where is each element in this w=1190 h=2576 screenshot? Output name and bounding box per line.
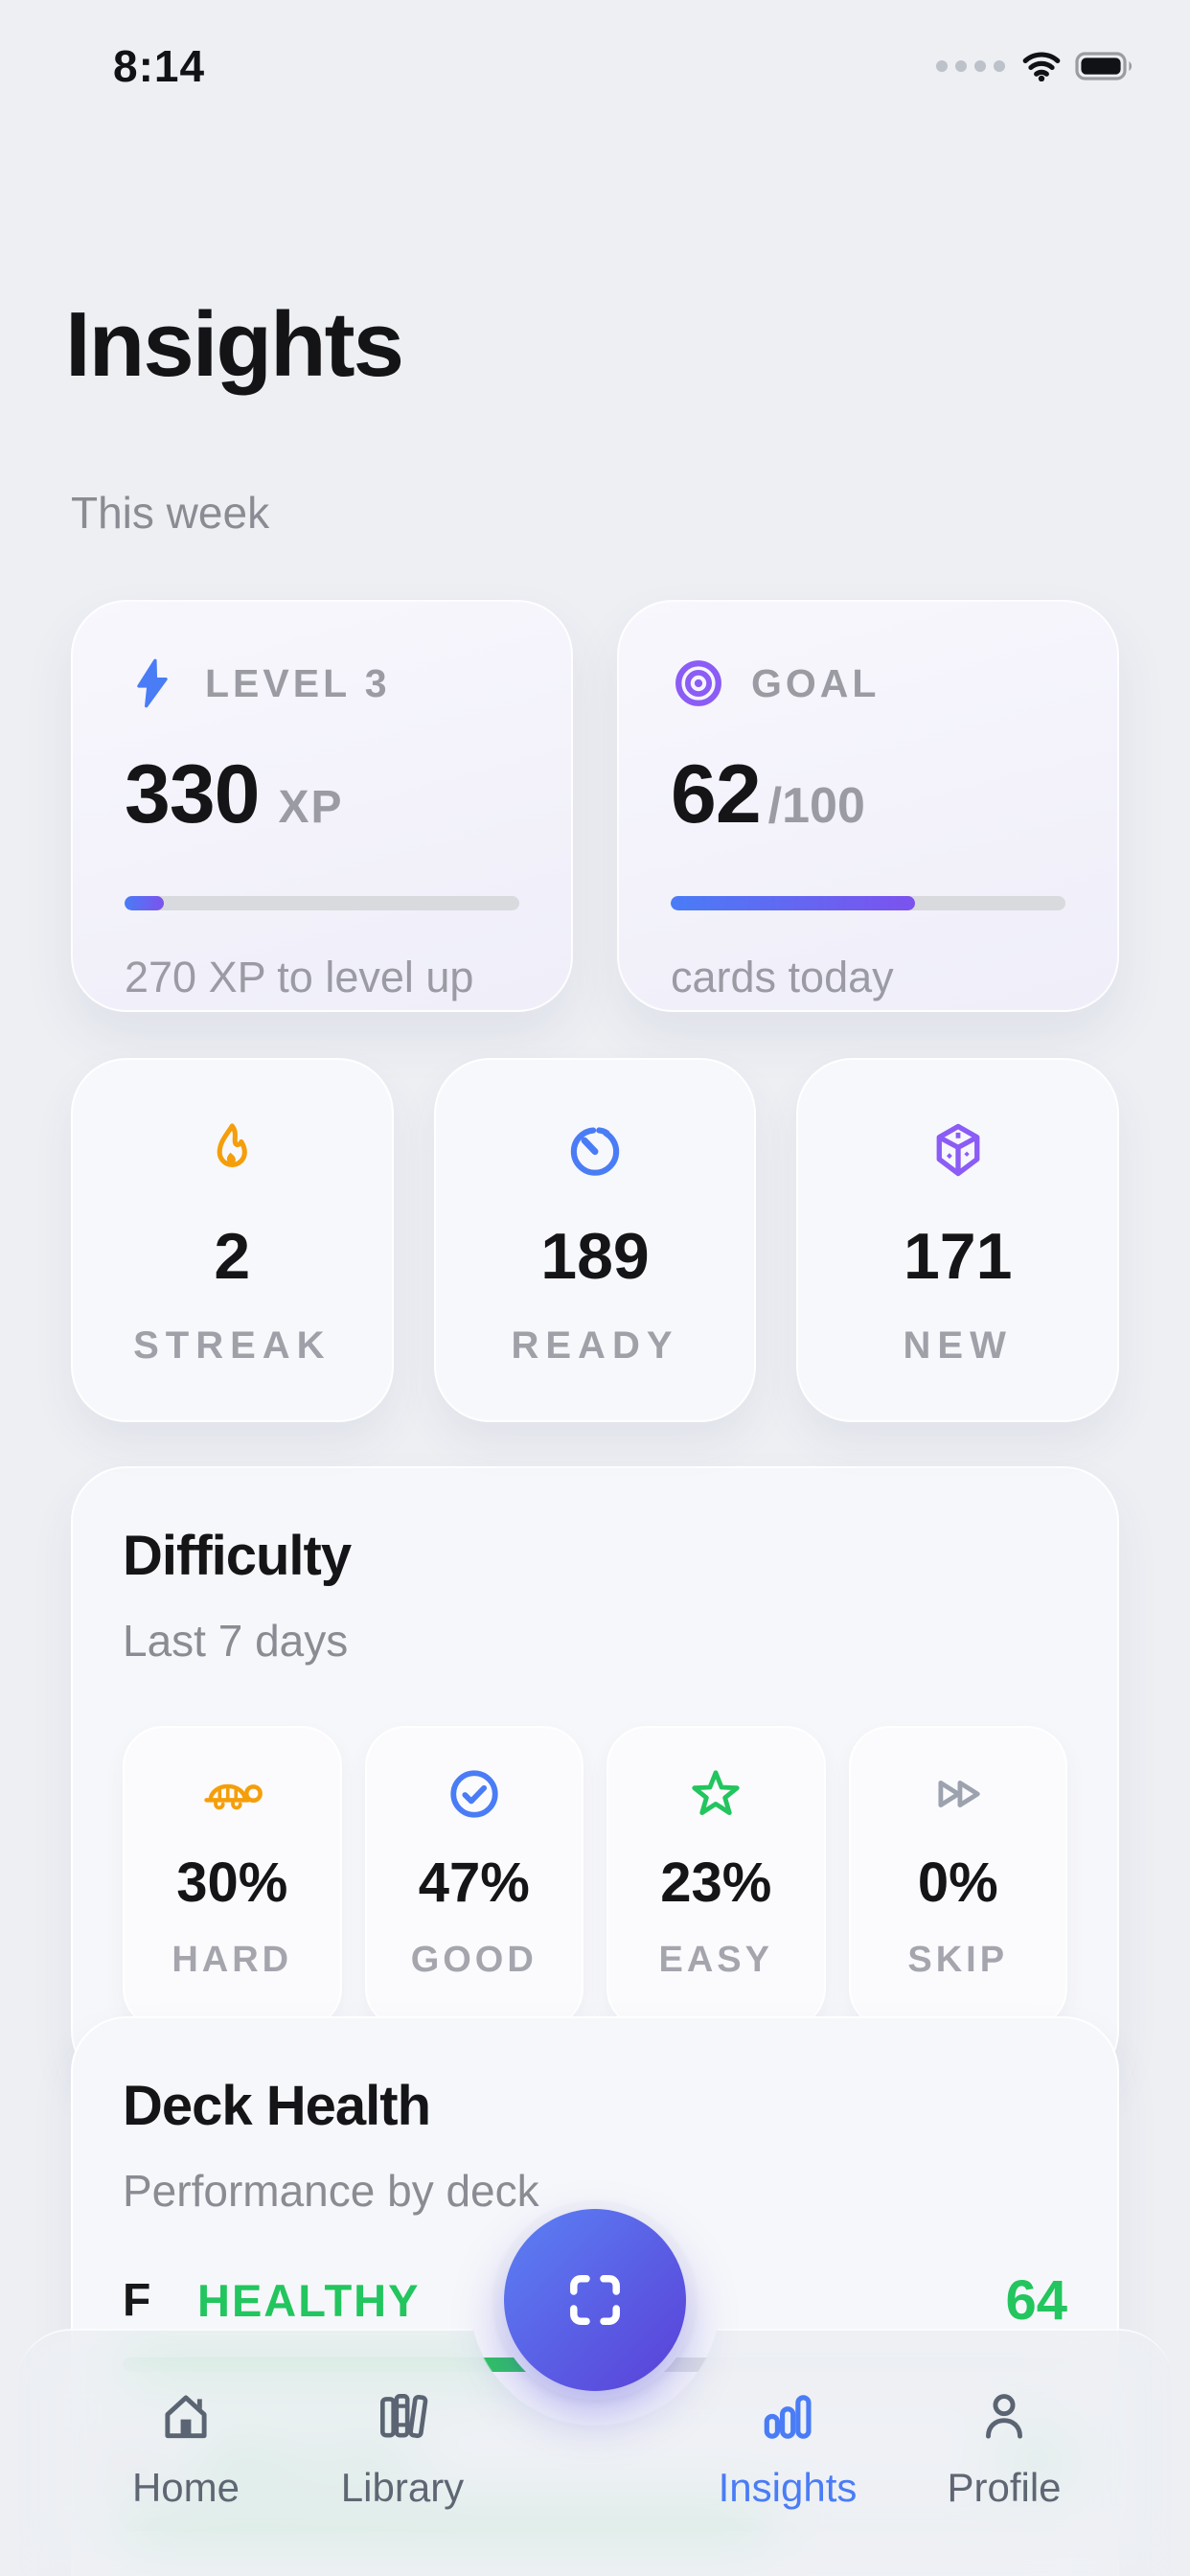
level-progress-fill xyxy=(125,896,165,910)
deck-score: 64 xyxy=(1005,2269,1067,2332)
ready-value: 189 xyxy=(540,1220,650,1293)
easy-value: 23% xyxy=(660,1852,772,1914)
target-icon xyxy=(675,660,721,706)
good-value: 47% xyxy=(418,1852,530,1914)
tab-insights[interactable]: Insights xyxy=(701,2386,874,2511)
deck-status-badge: HEALTHY xyxy=(197,2275,421,2326)
deck-health-title: Deck Health xyxy=(123,2075,431,2137)
tab-profile[interactable]: Profile xyxy=(918,2386,1090,2511)
difficulty-item-skip[interactable]: 0% SKIP xyxy=(848,1726,1067,2029)
battery-icon xyxy=(1075,52,1133,80)
difficulty-card: Difficulty Last 7 days 30% HARD xyxy=(71,1466,1119,2086)
flame-icon xyxy=(217,1123,248,1167)
goal-label: GOAL xyxy=(751,660,881,705)
level-footer: 270 XP to level up xyxy=(125,953,474,1001)
tab-insights-label: Insights xyxy=(718,2465,858,2510)
difficulty-item-hard[interactable]: 30% HARD xyxy=(123,1726,342,2029)
level-value: 330 xyxy=(125,748,260,840)
skip-value: 0% xyxy=(917,1852,998,1914)
deck-health-subtitle: Performance by deck xyxy=(123,2166,539,2216)
tab-library[interactable]: Library xyxy=(316,2386,489,2511)
streak-label: STREAK xyxy=(133,1324,332,1367)
deck-name: F xyxy=(123,2275,151,2326)
library-icon xyxy=(380,2394,428,2439)
timer-icon xyxy=(570,1127,620,1176)
streak-value: 2 xyxy=(214,1220,251,1293)
goal-progress-fill xyxy=(671,896,916,910)
goal-footer: cards today xyxy=(671,953,894,1001)
level-unit: XP xyxy=(278,782,344,833)
new-value: 171 xyxy=(903,1220,1013,1293)
level-card[interactable]: LEVEL 3 330 XP 270 XP to level up xyxy=(71,600,573,1012)
wifi-icon xyxy=(1022,52,1061,81)
summary-row: LEVEL 3 330 XP 270 XP to level up xyxy=(71,600,1119,1012)
stats-row: 2 STREAK 189 READY 171 xyxy=(71,1058,1120,1422)
profile-icon xyxy=(986,2394,1022,2439)
difficulty-item-easy[interactable]: 23% EASY xyxy=(606,1726,826,2029)
new-label: NEW xyxy=(903,1324,1013,1367)
status-time: 8:14 xyxy=(113,41,206,91)
status-icons xyxy=(935,51,1134,81)
difficulty-title: Difficulty xyxy=(123,1525,352,1587)
page-subtitle: This week xyxy=(71,488,270,538)
tab-profile-label: Profile xyxy=(947,2465,1062,2510)
streak-card[interactable]: 2 STREAK xyxy=(71,1058,394,1422)
level-progress-track xyxy=(125,896,519,910)
tab-home-label: Home xyxy=(131,2465,240,2510)
goal-total: /100 xyxy=(767,778,865,834)
tab-home[interactable]: Home xyxy=(100,2386,272,2511)
check-circle-icon xyxy=(450,1770,498,1818)
easy-label: EASY xyxy=(658,1940,773,1980)
cube-icon xyxy=(936,1123,980,1177)
new-card[interactable]: 171 NEW xyxy=(796,1058,1120,1422)
ready-card[interactable]: 189 READY xyxy=(433,1058,757,1422)
difficulty-item-good[interactable]: 47% GOOD xyxy=(364,1726,584,2029)
hard-value: 30% xyxy=(176,1852,288,1914)
tab-library-label: Library xyxy=(340,2465,465,2510)
signal-dots-icon xyxy=(936,60,1005,72)
good-label: GOOD xyxy=(410,1940,538,1980)
scan-fab-button[interactable] xyxy=(504,2209,686,2391)
hard-label: HARD xyxy=(172,1940,293,1980)
ready-label: READY xyxy=(511,1324,679,1367)
page-title: Insights xyxy=(65,293,404,396)
goal-card[interactable]: GOAL 62 /100 cards today xyxy=(617,600,1119,1012)
skip-icon xyxy=(938,1780,980,1808)
skip-label: SKIP xyxy=(907,1940,1009,1980)
status-bar: 8:14 xyxy=(0,0,1190,100)
turtle-icon xyxy=(204,1783,263,1810)
home-icon xyxy=(165,2395,207,2439)
difficulty-subtitle: Last 7 days xyxy=(123,1616,349,1666)
goal-progress-track xyxy=(671,896,1065,910)
goal-value: 62 xyxy=(671,748,762,840)
lightning-icon xyxy=(137,658,168,708)
level-label: LEVEL 3 xyxy=(205,660,391,705)
scan-icon xyxy=(570,2275,620,2325)
insights-icon xyxy=(764,2395,812,2439)
star-icon xyxy=(692,1770,740,1815)
difficulty-items: 30% HARD 47% GOOD 23% EASY xyxy=(123,1726,1067,2029)
